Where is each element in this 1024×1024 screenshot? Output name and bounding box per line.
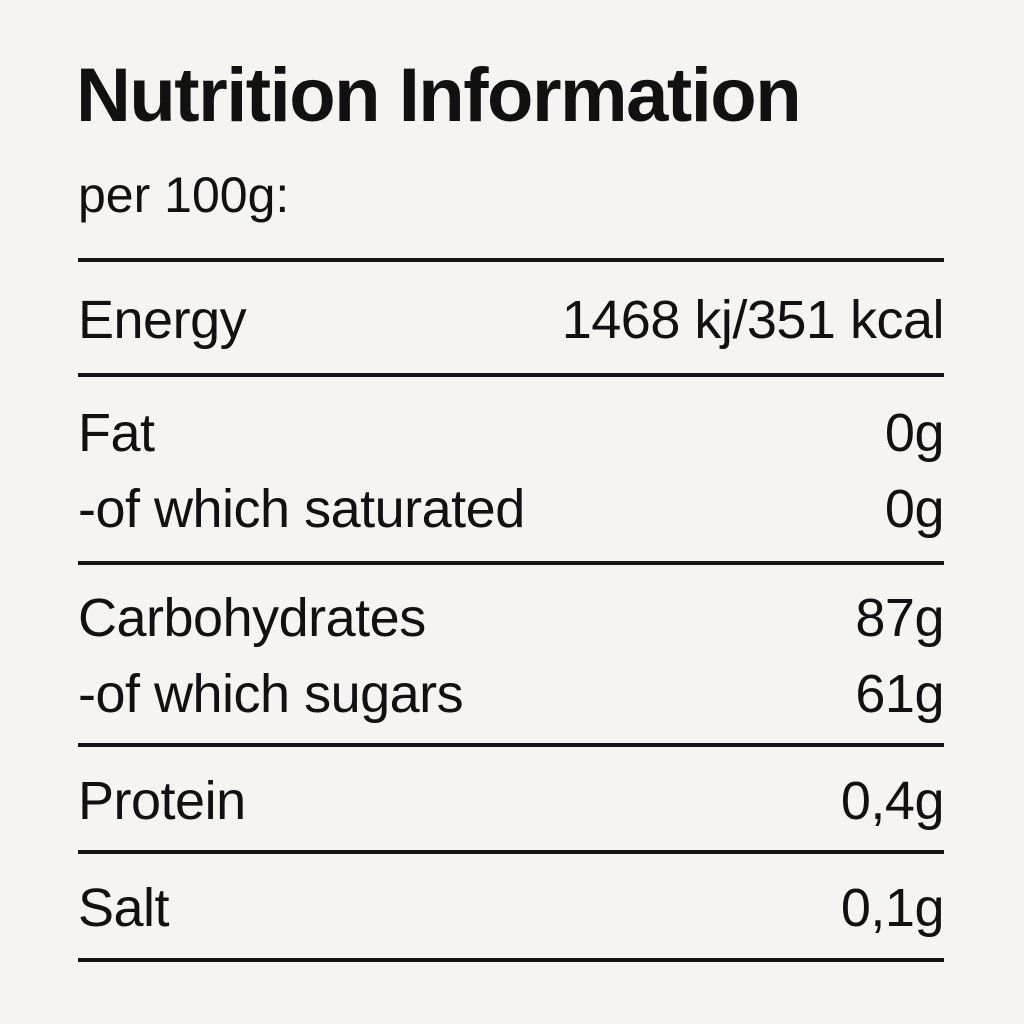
row-label: -of which sugars bbox=[78, 664, 464, 724]
divider bbox=[78, 850, 944, 854]
subtitle: per 100g: bbox=[78, 167, 290, 223]
divider bbox=[78, 958, 944, 962]
row-label: Fat bbox=[78, 403, 155, 463]
divider bbox=[78, 373, 944, 377]
row-value: 0,4g bbox=[840, 770, 945, 831]
divider bbox=[78, 561, 944, 565]
title: Nutrition Information bbox=[76, 53, 802, 138]
row-value: 0g bbox=[884, 479, 945, 539]
row-label: Salt bbox=[78, 878, 170, 938]
row-label: -of which saturated bbox=[78, 479, 525, 539]
row-value: 0g bbox=[884, 403, 945, 463]
row-value: 87g bbox=[855, 588, 944, 648]
row-label: Energy bbox=[78, 289, 247, 350]
divider bbox=[78, 258, 944, 262]
row-value: 61g bbox=[855, 664, 944, 724]
row-value: 0,1g bbox=[840, 878, 945, 938]
row-label: Protein bbox=[78, 770, 246, 831]
divider bbox=[78, 743, 944, 747]
row-label: Carbohydrates bbox=[78, 588, 426, 648]
row-value: 1468 kj/351 kcal bbox=[561, 289, 945, 350]
